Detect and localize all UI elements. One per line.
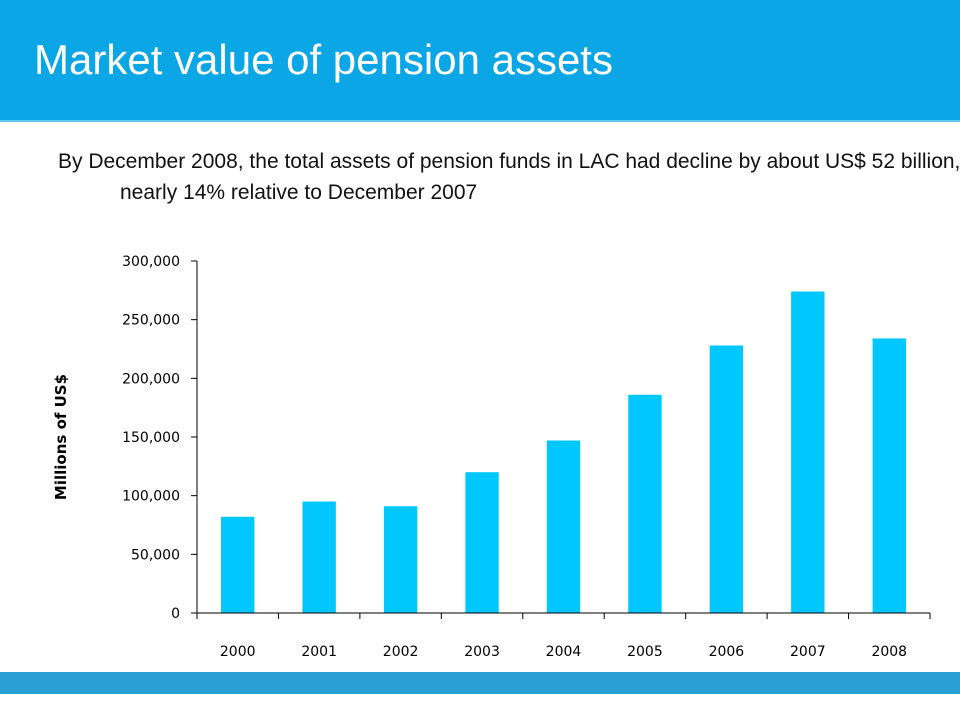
bar-2008 [872,338,906,613]
y-axis-label: Millions of US$ [52,374,70,500]
bar-2004 [546,440,581,613]
bar-series [221,291,906,613]
y-tick-label: 0 [171,606,180,622]
x-tick-label: 2007 [790,644,826,660]
x-tick-label: 2001 [301,644,337,660]
slide-subtitle: By December 2008, the total assets of pe… [58,150,960,204]
y-tick-label: 150,000 [122,430,180,446]
x-tick-label: 2008 [871,644,907,660]
bar-2005 [628,394,662,613]
header-band [0,0,960,120]
x-tick-label: 2003 [464,644,500,660]
x-axis: 2000 2001 2002 2003 2004 2005 2006 2007 2008 [196,613,931,660]
header-divider [0,120,960,122]
x-tick-label: 2002 [383,644,419,660]
bar-2007 [791,291,825,613]
bar-2002 [383,506,418,613]
x-tick-label: 2006 [709,644,745,660]
y-axis: 0 50,000 100,000 150,000 200,000 250,000 300,0… [122,254,197,622]
bar-2001 [302,501,336,613]
y-tick-label: 200,000 [122,371,180,387]
slide-title: Market value of pension assets [34,36,613,83]
x-tick-label: 2000 [220,644,256,660]
footer-band [0,672,960,694]
y-tick-label: 100,000 [122,489,180,505]
bar-2003 [465,472,499,613]
x-tick-label: 2005 [627,644,663,660]
bar-2006 [709,345,744,613]
y-tick-label: 50,000 [131,547,180,563]
y-tick-label: 250,000 [122,313,180,329]
x-tick-label: 2004 [546,644,582,660]
y-tick-label: 300,000 [122,254,180,270]
bar-2000 [221,516,255,613]
